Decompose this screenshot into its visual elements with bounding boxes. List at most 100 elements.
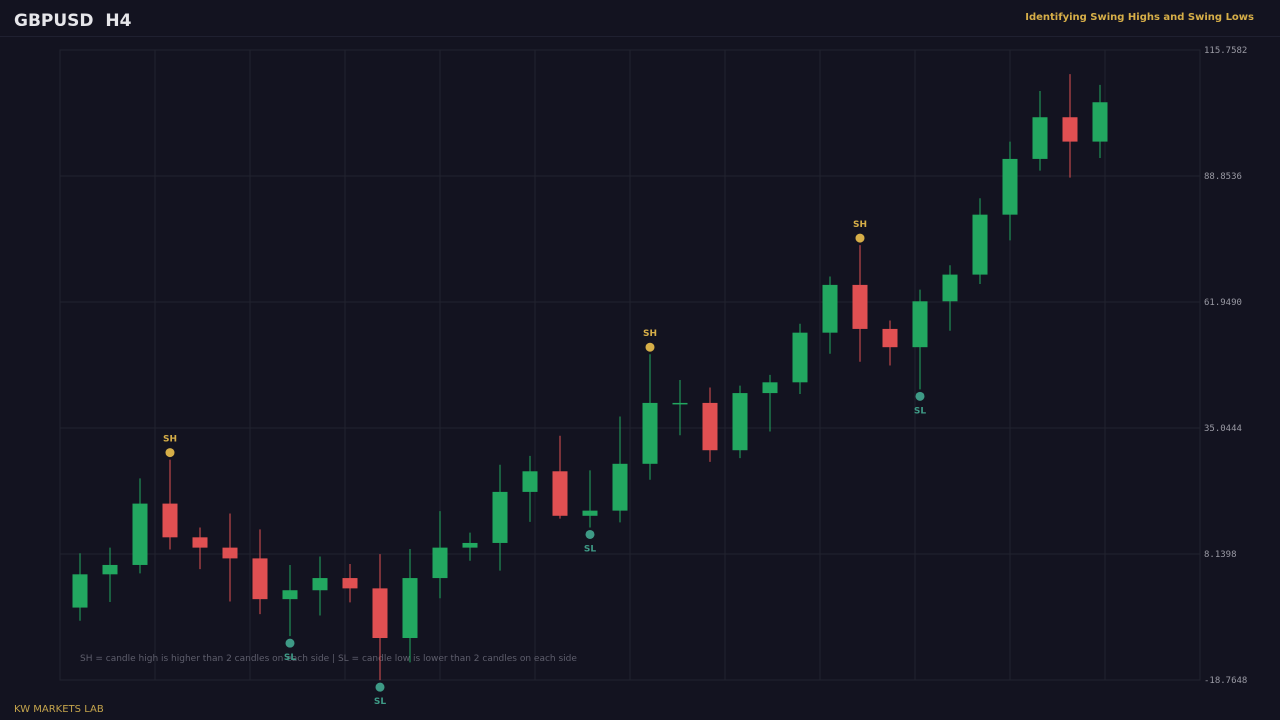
candle-body xyxy=(522,471,538,492)
y-tick-label: 8.1398 xyxy=(1204,550,1237,560)
y-axis: 115.7582 88.8536 61.9490 35.0444 8.1398 -18.7… xyxy=(1204,46,1247,686)
y-tick-label: 115.7582 xyxy=(1204,46,1247,56)
candle-body xyxy=(192,537,208,548)
candle-bullish xyxy=(912,289,928,390)
header-bar: GBPUSD H4 Identifying Swing Highs and Sw… xyxy=(0,0,1280,37)
candle-body xyxy=(552,471,568,516)
candle-body xyxy=(1032,117,1048,159)
candle-bullish xyxy=(672,379,688,436)
swing-low-marker: SL xyxy=(374,682,386,707)
y-tick-label: -18.7648 xyxy=(1204,676,1247,686)
candle-body xyxy=(642,402,658,464)
candle-bullish xyxy=(522,455,538,522)
candle-body xyxy=(162,503,178,538)
symbol-title: GBPUSD H4 xyxy=(14,11,132,31)
candle-bullish xyxy=(1002,141,1018,241)
candle-bullish xyxy=(432,511,448,599)
swing-low-label: SL xyxy=(374,697,386,707)
y-tick-label: 88.8536 xyxy=(1204,172,1242,182)
swing-low-marker: SL xyxy=(284,638,296,663)
swing-high-dot xyxy=(855,233,865,243)
swing-high-label: SH xyxy=(643,329,657,339)
candle-body xyxy=(732,393,748,451)
chart-subtitle: Identifying Swing Highs and Swing Lows xyxy=(1025,12,1254,23)
candle-bearish xyxy=(1062,74,1078,178)
swing-low-dot xyxy=(585,529,595,539)
candle-body xyxy=(762,382,778,394)
candle-body xyxy=(282,590,298,600)
candle-bearish xyxy=(702,387,718,462)
candle-body xyxy=(1062,117,1078,142)
candle-bullish xyxy=(612,416,628,523)
candle-body xyxy=(72,574,88,608)
candle-bearish xyxy=(342,564,358,603)
candle-bearish xyxy=(882,320,898,366)
swing-low-label: SL xyxy=(914,406,926,416)
chart-note: SH = candle high is higher than 2 candle… xyxy=(80,654,577,664)
candle-bullish xyxy=(132,478,148,574)
candle-body xyxy=(402,578,418,639)
candle-bullish xyxy=(792,323,808,395)
swing-low-label: SL xyxy=(284,653,296,663)
candle-bullish xyxy=(72,553,88,621)
swing-markers: SH SL SL SL SH SH SL xyxy=(163,220,926,707)
candle-bullish xyxy=(642,354,658,480)
candle-bullish xyxy=(402,549,418,663)
candle-body xyxy=(252,558,268,600)
candle-body xyxy=(852,284,868,329)
y-tick-label: 61.9490 xyxy=(1204,298,1242,308)
candle-body xyxy=(432,547,448,579)
candle-body xyxy=(132,503,148,565)
swing-high-dot xyxy=(645,342,655,352)
candle-bullish xyxy=(942,265,958,331)
candle-bullish xyxy=(732,385,748,459)
grid-lines xyxy=(60,49,1200,681)
candle-body xyxy=(972,214,988,275)
candle-body xyxy=(822,284,838,333)
candle-bearish xyxy=(252,529,268,615)
candle-body xyxy=(612,463,628,511)
swing-high-label: SH xyxy=(163,435,177,445)
swing-low-marker: SL xyxy=(914,391,926,416)
swing-low-marker: SL xyxy=(584,529,596,554)
candle-bearish xyxy=(852,245,868,362)
candle-bullish xyxy=(972,198,988,284)
swing-low-label: SL xyxy=(584,544,596,554)
candle-bearish xyxy=(192,527,208,570)
candle-body xyxy=(372,588,388,639)
swing-high-dot xyxy=(165,448,175,458)
candle-bullish xyxy=(762,374,778,432)
swing-high-label: SH xyxy=(853,220,867,230)
candle-bullish xyxy=(462,532,478,561)
candle-bearish xyxy=(372,554,388,681)
candle-bullish xyxy=(282,564,298,637)
swing-low-dot xyxy=(285,638,295,648)
candle-body xyxy=(102,564,118,575)
candle-body xyxy=(492,491,508,543)
candle-body xyxy=(942,274,958,302)
candle-bullish xyxy=(822,276,838,354)
candle-body xyxy=(912,301,928,348)
candle-body xyxy=(702,402,718,451)
candle-bullish xyxy=(492,464,508,571)
swing-low-dot xyxy=(375,682,385,692)
swing-high-marker: SH xyxy=(163,435,177,458)
candle-bearish xyxy=(222,513,238,602)
swing-low-dot xyxy=(915,391,925,401)
candle-body xyxy=(312,578,328,591)
candle-bullish xyxy=(1092,84,1108,158)
candle-body xyxy=(462,542,478,548)
candle-bullish xyxy=(102,547,118,602)
candle-body xyxy=(1092,102,1108,142)
y-tick-label: 35.0444 xyxy=(1204,424,1242,434)
candle-body xyxy=(342,578,358,589)
candle-bearish xyxy=(552,435,568,519)
candle-bearish xyxy=(162,459,178,550)
swing-high-marker: SH xyxy=(853,220,867,243)
candle-body xyxy=(1002,158,1018,215)
candle-bullish xyxy=(582,470,598,528)
swing-high-marker: SH xyxy=(643,329,657,352)
candle-bullish xyxy=(1032,91,1048,171)
candle-body xyxy=(582,510,598,516)
